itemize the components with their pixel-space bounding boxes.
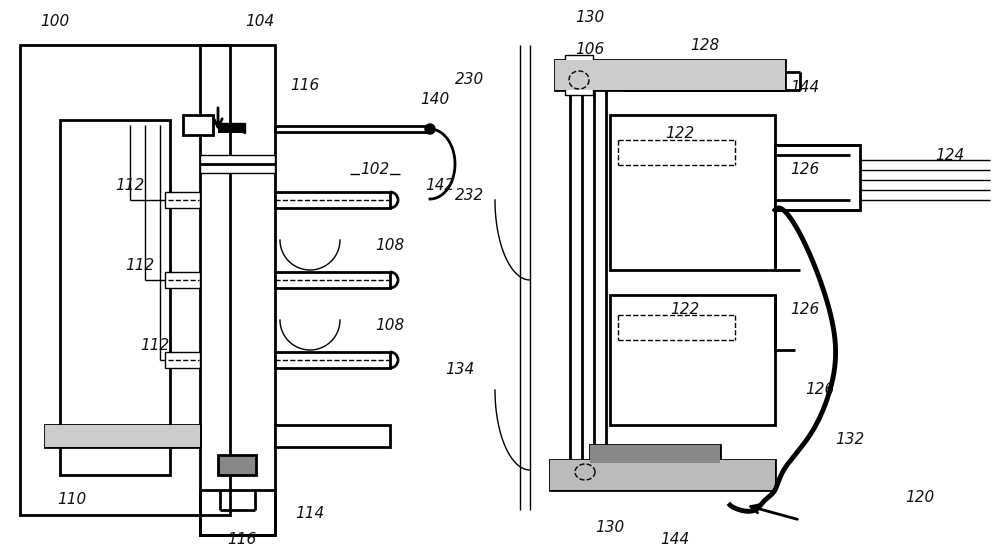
Bar (165, 272, 200, 288)
Text: 100: 100 (40, 15, 70, 30)
Text: 116: 116 (227, 533, 257, 547)
Text: 110: 110 (57, 492, 87, 508)
Text: 128: 128 (690, 37, 720, 53)
Text: 112: 112 (140, 338, 170, 353)
Text: 144: 144 (790, 79, 820, 94)
Text: 106: 106 (575, 42, 605, 58)
Bar (275, 192, 390, 208)
Text: 122: 122 (670, 302, 700, 318)
Bar (200, 490, 275, 535)
Bar (165, 192, 200, 208)
Bar (200, 45, 275, 535)
Text: 120: 120 (905, 490, 935, 505)
Text: 126: 126 (790, 302, 820, 318)
Bar (610, 295, 775, 425)
Text: 126: 126 (790, 163, 820, 178)
Text: 144: 144 (660, 533, 690, 547)
Text: 130: 130 (575, 11, 605, 26)
Text: 126: 126 (805, 382, 835, 397)
Bar (45, 425, 200, 447)
Text: 108: 108 (375, 318, 405, 333)
Text: 102: 102 (360, 163, 390, 178)
Bar (60, 120, 170, 475)
Bar (275, 425, 390, 447)
Bar (275, 352, 390, 368)
Bar (218, 455, 256, 475)
Text: 134: 134 (445, 362, 475, 377)
Text: 116: 116 (290, 78, 320, 92)
Bar (275, 272, 390, 288)
Text: 124: 124 (935, 148, 965, 163)
Bar (775, 145, 860, 210)
Text: 132: 132 (835, 433, 865, 448)
Bar (625, 65, 780, 90)
Bar (45, 425, 200, 447)
Bar (555, 60, 785, 90)
Bar (550, 460, 775, 490)
Bar (640, 460, 660, 478)
Bar (590, 445, 720, 463)
Polygon shape (218, 123, 245, 133)
Bar (590, 445, 720, 463)
Text: 230: 230 (455, 73, 485, 88)
Text: 114: 114 (295, 505, 325, 520)
Text: 142: 142 (425, 178, 455, 192)
Circle shape (425, 124, 435, 134)
Bar (183, 115, 213, 135)
Bar (200, 155, 275, 173)
Text: 104: 104 (245, 15, 275, 30)
Bar (20, 45, 230, 515)
Bar (565, 55, 593, 95)
Text: 112: 112 (125, 258, 155, 272)
Bar (555, 60, 785, 90)
Bar (550, 460, 775, 490)
Text: 112: 112 (115, 178, 145, 192)
Text: 232: 232 (455, 187, 485, 202)
Polygon shape (218, 123, 245, 133)
Bar (610, 115, 775, 270)
Text: 122: 122 (665, 126, 695, 140)
Text: 130: 130 (595, 520, 625, 536)
Text: 140: 140 (420, 92, 450, 107)
Text: 108: 108 (375, 238, 405, 253)
Bar (165, 352, 200, 368)
